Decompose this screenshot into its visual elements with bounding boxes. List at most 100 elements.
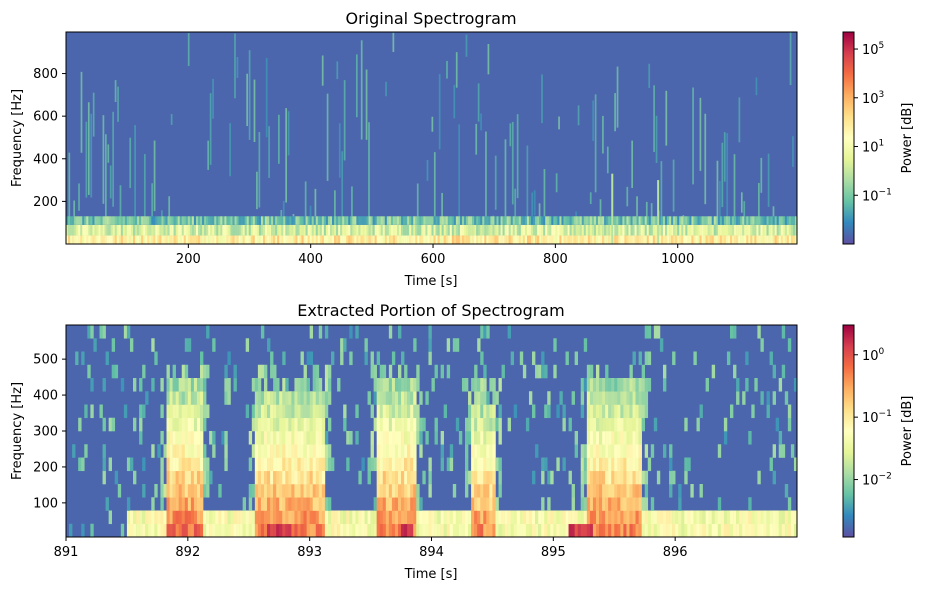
spectrogram-cell (139, 431, 143, 445)
spectrogram-cell (626, 431, 630, 445)
band-cell (399, 235, 402, 244)
spectrogram-cell (583, 497, 588, 511)
noise-streak (368, 122, 370, 220)
spectrogram-cell (474, 470, 478, 485)
band-cell (405, 216, 408, 225)
band-cell (598, 216, 601, 225)
band-cell (770, 235, 773, 244)
spectrogram-cell (251, 523, 256, 538)
band-cell (242, 224, 245, 236)
spectrogram-cell (133, 510, 137, 525)
spectrogram-cell (446, 338, 451, 352)
band-cell (271, 224, 274, 236)
spectrogram-cell (364, 338, 368, 352)
band-cell (474, 224, 477, 236)
spectrogram-cell (635, 378, 639, 392)
band-cell (275, 216, 278, 225)
band-cell (650, 235, 654, 244)
band-cell (380, 224, 384, 236)
band-cell (776, 216, 780, 225)
spectrogram-cell (282, 470, 286, 485)
band-cell (734, 224, 737, 236)
band-cell (622, 224, 625, 236)
noise-streak (277, 114, 280, 164)
spectrogram-cell (242, 510, 247, 525)
spectrogram-cell (397, 391, 402, 405)
spectrogram-cell (160, 497, 164, 511)
noise-streak (268, 126, 270, 178)
noise-streak (455, 52, 458, 88)
spectrogram-cell (312, 378, 317, 392)
band-cell (559, 224, 562, 236)
spectrogram-cell (428, 470, 432, 485)
spectrogram-cell (790, 444, 795, 458)
band-cell (413, 235, 416, 244)
spectrogram-cell (684, 510, 688, 525)
band-cell (370, 235, 373, 244)
spectrogram-cell (568, 470, 572, 485)
spectrogram-cell (267, 391, 271, 405)
spectrogram-cell (306, 391, 310, 405)
band-cell (675, 216, 678, 225)
spectrogram-cell (288, 484, 292, 498)
spectrogram-cell (605, 431, 609, 445)
band-cell (122, 235, 126, 244)
band-cell (289, 235, 292, 244)
band-cell (96, 224, 99, 236)
spectrogram-cell (321, 457, 326, 472)
band-cell (242, 216, 245, 225)
band-cell (248, 216, 252, 225)
spectrogram-cell (422, 470, 426, 485)
band-cell (344, 216, 347, 225)
spectrogram-cell (577, 523, 582, 538)
noise-streak (716, 160, 719, 244)
spectrogram-cell (282, 404, 286, 419)
spectrogram-cell (303, 391, 307, 405)
band-cell (508, 235, 511, 244)
band-cell (486, 216, 489, 225)
band-cell (224, 235, 227, 244)
spectrogram-cell (522, 523, 527, 538)
spectrogram-cell (361, 457, 365, 472)
spectrogram-cell (257, 378, 262, 392)
spectrogram-cell (193, 497, 198, 511)
band-cell (447, 224, 451, 236)
spectrogram-cell (160, 457, 164, 472)
spectrogram-cell (742, 523, 746, 538)
band-cell (683, 235, 686, 244)
spectrogram-cell (416, 404, 420, 419)
band-cell (488, 216, 491, 225)
spectrogram-cell (330, 510, 335, 525)
spectrogram-cell (187, 444, 192, 458)
band-cell (782, 224, 786, 236)
spectrogram-cell (184, 470, 189, 485)
band-cell (299, 216, 302, 225)
band-cell (118, 235, 122, 244)
spectrogram-cell (254, 470, 259, 485)
spectrogram-cell (586, 497, 591, 511)
band-cell (102, 216, 105, 225)
band-cell (155, 224, 158, 236)
spectrogram-cell (483, 457, 487, 472)
spectrogram-cell (267, 457, 271, 472)
spectrogram-cell (181, 457, 186, 472)
spectrogram-cell (510, 351, 515, 366)
noise-streak (655, 115, 658, 163)
spectrogram-cell (306, 470, 310, 485)
spectrogram-cell (312, 523, 317, 538)
band-cell (80, 235, 83, 244)
x-tick-label: 200 (176, 252, 201, 267)
spectrogram-cell (599, 484, 603, 498)
band-cell (128, 216, 132, 225)
spectrogram-cell (574, 510, 578, 525)
noise-streak (102, 115, 105, 204)
spectrogram-cell (260, 497, 265, 511)
band-cell (384, 224, 388, 236)
spectrogram-cell (477, 523, 481, 538)
band-cell (506, 235, 509, 244)
band-cell (161, 235, 164, 244)
band-cell (234, 216, 237, 225)
spectrogram-cell (169, 457, 173, 472)
spectrogram-cell (169, 497, 173, 511)
band-cell (665, 216, 668, 225)
